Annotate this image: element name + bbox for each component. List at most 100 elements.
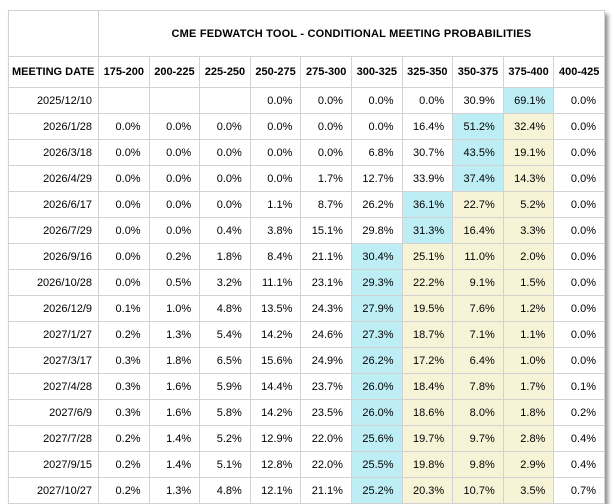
probability-cell: 0.7% xyxy=(553,477,605,504)
probability-cell: 0.0% xyxy=(98,165,150,192)
probability-cell: 7.1% xyxy=(452,321,504,348)
probability-cell: 9.1% xyxy=(452,269,504,296)
probability-cell: 22.0% xyxy=(300,425,352,452)
probability-cell: 26.0% xyxy=(350,399,403,426)
rate-range-header: 375-400 xyxy=(502,56,555,88)
probability-cell: 22.2% xyxy=(401,269,454,296)
probability-cell: 23.7% xyxy=(300,373,352,400)
probability-cell: 0.4% xyxy=(553,451,605,478)
meeting-date-cell: 2026/6/17 xyxy=(8,191,99,218)
probability-cell: 22.7% xyxy=(452,191,504,218)
probability-cell: 1.0% xyxy=(502,347,555,374)
table-row: 2027/10/27 0.2% 1.3% 4.8% 12.1% 21.1% 25.2% 20.… xyxy=(8,477,605,504)
probability-cell: 11.1% xyxy=(249,269,302,296)
meeting-date-cell: 2027/4/28 xyxy=(8,373,99,400)
probability-cell: 16.4% xyxy=(452,217,504,244)
rate-range-header: 300-325 xyxy=(350,56,403,88)
probability-cell: 0.4% xyxy=(553,425,605,452)
table-row: 2026/12/9 0.1% 1.0% 4.8% 13.5% 24.3% 27.9% 19.5… xyxy=(8,295,605,322)
probability-cell: 0.0% xyxy=(199,113,251,140)
probability-cell: 1.4% xyxy=(148,451,201,478)
probability-cell: 1.8% xyxy=(502,399,555,426)
probability-cell: 18.6% xyxy=(401,399,454,426)
probability-cell: 1.5% xyxy=(502,269,555,296)
meeting-date-cell: 2027/6/9 xyxy=(8,399,99,426)
probability-cell: 0.2% xyxy=(553,399,605,426)
probability-cell: 0.0% xyxy=(300,87,352,114)
probability-cell: 27.3% xyxy=(350,321,403,348)
table-body: 2025/12/10 0.0% 0.0% 0.0% 0.0% 30.9% 69.1% 0.0%… xyxy=(8,87,605,504)
probability-cell: 0.0% xyxy=(148,165,201,192)
probability-cell: 23.5% xyxy=(300,399,352,426)
fedwatch-panel: CME FEDWATCH TOOL - CONDITIONAL MEETING … xyxy=(8,10,605,504)
meeting-date-cell: 2027/7/28 xyxy=(8,425,99,452)
meeting-date-header: MEETING DATE xyxy=(8,56,99,88)
probability-cell: 0.0% xyxy=(350,87,403,114)
probability-cell: 0.2% xyxy=(148,243,201,270)
meeting-date-cell: 2026/9/16 xyxy=(8,243,99,270)
probability-cell: 11.0% xyxy=(452,243,504,270)
meeting-date-cell: 2027/1/27 xyxy=(8,321,99,348)
probability-cell: 3.5% xyxy=(502,477,555,504)
probability-cell: 3.3% xyxy=(502,217,555,244)
corner-cell xyxy=(8,10,99,57)
probability-cell: 0.0% xyxy=(553,87,605,114)
probability-cell: 0.0% xyxy=(401,87,454,114)
probability-cell: 7.8% xyxy=(452,373,504,400)
title-row: CME FEDWATCH TOOL - CONDITIONAL MEETING … xyxy=(8,10,605,57)
probability-cell: 10.7% xyxy=(452,477,504,504)
probability-cell: 5.2% xyxy=(502,191,555,218)
table-row: 2026/7/29 0.0% 0.0% 0.4% 3.8% 15.1% 29.8% 31.3%… xyxy=(8,217,605,244)
probability-cell xyxy=(148,87,201,114)
probability-cell: 0.2% xyxy=(98,425,150,452)
table-row: 2026/3/18 0.0% 0.0% 0.0% 0.0% 0.0% 6.8% 30.7% 43… xyxy=(8,139,605,166)
probability-cell: 1.2% xyxy=(502,295,555,322)
probability-cell: 19.1% xyxy=(502,139,555,166)
probability-cell: 0.0% xyxy=(553,165,605,192)
probability-cell: 37.4% xyxy=(452,165,504,192)
probability-cell: 6.4% xyxy=(452,347,504,374)
probability-cell: 19.5% xyxy=(401,295,454,322)
rate-range-header: 275-300 xyxy=(300,56,352,88)
probability-cell: 0.0% xyxy=(249,113,302,140)
probability-cell: 21.1% xyxy=(300,477,352,504)
probability-cell: 0.0% xyxy=(553,191,605,218)
probability-cell: 1.1% xyxy=(249,191,302,218)
probability-cell: 12.9% xyxy=(249,425,302,452)
probability-cell: 0.0% xyxy=(199,191,251,218)
probability-cell: 12.7% xyxy=(350,165,403,192)
meeting-date-cell: 2026/12/9 xyxy=(8,295,99,322)
probability-cell: 0.0% xyxy=(98,217,150,244)
probability-cell: 0.0% xyxy=(199,139,251,166)
probability-cell: 21.1% xyxy=(300,243,352,270)
probability-cell: 0.0% xyxy=(553,269,605,296)
meeting-date-cell: 2026/7/29 xyxy=(8,217,99,244)
probability-cell: 15.1% xyxy=(300,217,352,244)
probability-cell: 0.3% xyxy=(98,399,150,426)
probability-cell: 6.5% xyxy=(199,347,251,374)
probability-cell: 43.5% xyxy=(452,139,504,166)
probability-cell: 0.1% xyxy=(553,373,605,400)
table-row: 2026/10/28 0.0% 0.5% 3.2% 11.1% 23.1% 29.3% 22.… xyxy=(8,269,605,296)
table-row: 2027/7/28 0.2% 1.4% 5.2% 12.9% 22.0% 25.6% 19.7… xyxy=(8,425,605,452)
meeting-date-cell: 2026/4/29 xyxy=(8,165,99,192)
probability-cell: 0.0% xyxy=(148,139,201,166)
probability-cell: 0.0% xyxy=(199,165,251,192)
table-row: 2026/9/16 0.0% 0.2% 1.8% 8.4% 21.1% 30.4% 25.1%… xyxy=(8,243,605,270)
probability-cell: 2.8% xyxy=(502,425,555,452)
rate-range-header: 350-375 xyxy=(452,56,504,88)
probability-cell: 0.0% xyxy=(350,113,403,140)
meeting-date-cell: 2027/10/27 xyxy=(8,477,99,504)
probability-cell: 29.8% xyxy=(350,217,403,244)
probability-cell: 0.0% xyxy=(553,321,605,348)
probability-cell: 0.3% xyxy=(98,373,150,400)
probability-cell: 1.3% xyxy=(148,321,201,348)
probability-cell: 19.7% xyxy=(401,425,454,452)
probability-cell: 25.1% xyxy=(401,243,454,270)
probability-cell: 4.8% xyxy=(199,477,251,504)
probability-cell: 6.8% xyxy=(350,139,403,166)
probability-cell: 1.8% xyxy=(148,347,201,374)
probability-cell: 13.5% xyxy=(249,295,302,322)
probability-cell: 0.0% xyxy=(300,139,352,166)
table-row: 2026/6/17 0.0% 0.0% 0.0% 1.1% 8.7% 26.2% 36.1% 2… xyxy=(8,191,605,218)
